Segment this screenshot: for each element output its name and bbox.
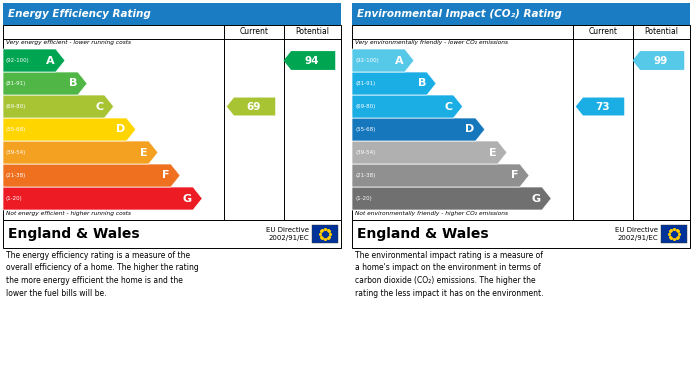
- Text: (69-80): (69-80): [6, 104, 27, 109]
- Text: 69: 69: [246, 102, 260, 111]
- Bar: [3, 25, 341, 220]
- Text: 73: 73: [595, 102, 610, 111]
- Polygon shape: [633, 51, 685, 70]
- Text: 99: 99: [654, 56, 668, 66]
- Text: (55-68): (55-68): [355, 127, 375, 132]
- Text: E: E: [140, 147, 148, 158]
- Polygon shape: [3, 141, 158, 164]
- Text: A: A: [46, 56, 55, 66]
- Polygon shape: [3, 72, 87, 95]
- Text: E: E: [489, 147, 497, 158]
- Bar: [3, 3, 341, 25]
- Polygon shape: [352, 164, 529, 187]
- Text: Potential: Potential: [295, 27, 329, 36]
- Bar: [661, 225, 687, 243]
- Text: (39-54): (39-54): [6, 150, 27, 155]
- Text: England & Wales: England & Wales: [8, 227, 139, 241]
- Polygon shape: [352, 187, 552, 210]
- Text: (21-38): (21-38): [355, 173, 375, 178]
- Polygon shape: [3, 95, 113, 118]
- Text: D: D: [116, 124, 125, 135]
- Text: F: F: [512, 170, 519, 181]
- Text: The environmental impact rating is a measure of
a home's impact on the environme: The environmental impact rating is a mea…: [355, 251, 543, 298]
- Bar: [352, 25, 690, 220]
- Bar: [352, 3, 690, 25]
- Text: (21-38): (21-38): [6, 173, 27, 178]
- Text: B: B: [69, 79, 77, 88]
- Polygon shape: [284, 51, 335, 70]
- Polygon shape: [352, 141, 507, 164]
- Text: Very energy efficient - lower running costs: Very energy efficient - lower running co…: [6, 40, 131, 45]
- Text: Current: Current: [239, 27, 269, 36]
- Text: G: G: [532, 194, 541, 203]
- Text: Not environmentally friendly - higher CO₂ emissions: Not environmentally friendly - higher CO…: [355, 211, 508, 216]
- Text: (92-100): (92-100): [355, 58, 379, 63]
- Text: England & Wales: England & Wales: [357, 227, 489, 241]
- Text: C: C: [444, 102, 452, 111]
- Text: Current: Current: [589, 27, 617, 36]
- Polygon shape: [352, 95, 463, 118]
- Polygon shape: [3, 118, 136, 141]
- Text: Very environmentally friendly - lower CO₂ emissions: Very environmentally friendly - lower CO…: [355, 40, 508, 45]
- Text: (1-20): (1-20): [6, 196, 22, 201]
- Polygon shape: [227, 97, 275, 115]
- Text: G: G: [183, 194, 192, 203]
- Text: (81-91): (81-91): [355, 81, 375, 86]
- Text: B: B: [418, 79, 426, 88]
- Text: EU Directive
2002/91/EC: EU Directive 2002/91/EC: [615, 227, 658, 241]
- Text: Potential: Potential: [644, 27, 678, 36]
- Text: (81-91): (81-91): [6, 81, 27, 86]
- Text: F: F: [162, 170, 170, 181]
- Text: 94: 94: [304, 56, 319, 66]
- Bar: [3, 220, 341, 248]
- Text: A: A: [395, 56, 404, 66]
- Text: D: D: [466, 124, 475, 135]
- Text: The energy efficiency rating is a measure of the
overall efficiency of a home. T: The energy efficiency rating is a measur…: [6, 251, 199, 298]
- Polygon shape: [576, 97, 624, 115]
- Polygon shape: [352, 49, 414, 72]
- Text: Energy Efficiency Rating: Energy Efficiency Rating: [8, 9, 150, 19]
- Polygon shape: [3, 187, 202, 210]
- Polygon shape: [352, 72, 436, 95]
- Text: (69-80): (69-80): [355, 104, 375, 109]
- Text: (55-68): (55-68): [6, 127, 27, 132]
- Text: (1-20): (1-20): [355, 196, 372, 201]
- Polygon shape: [352, 118, 485, 141]
- Bar: [312, 225, 338, 243]
- Text: C: C: [95, 102, 104, 111]
- Polygon shape: [3, 49, 65, 72]
- Bar: [352, 220, 690, 248]
- Text: (92-100): (92-100): [6, 58, 29, 63]
- Text: EU Directive
2002/91/EC: EU Directive 2002/91/EC: [266, 227, 309, 241]
- Text: Not energy efficient - higher running costs: Not energy efficient - higher running co…: [6, 211, 131, 216]
- Polygon shape: [3, 164, 180, 187]
- Text: (39-54): (39-54): [355, 150, 375, 155]
- Text: Environmental Impact (CO₂) Rating: Environmental Impact (CO₂) Rating: [357, 9, 561, 19]
